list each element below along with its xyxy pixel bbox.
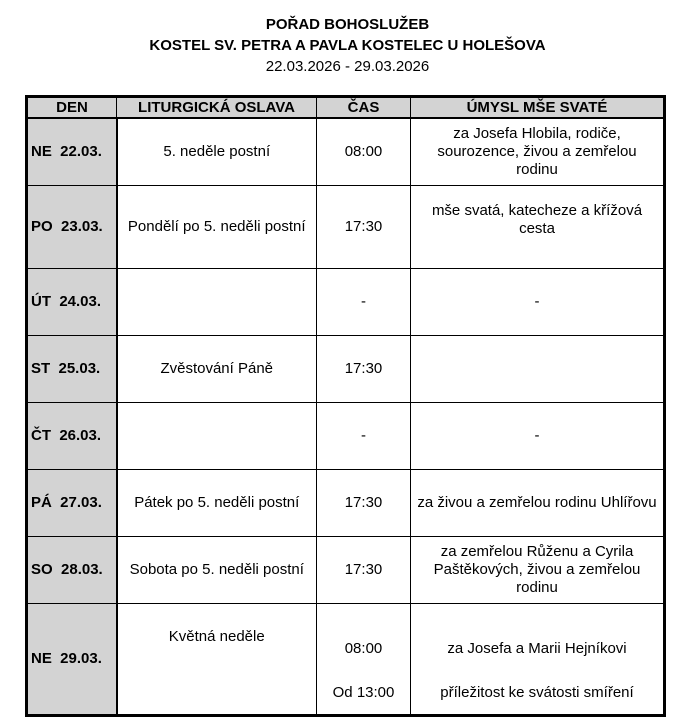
- time-cell: 17:30: [316, 469, 411, 537]
- day-cell: PO 23.03.: [26, 185, 118, 269]
- time-cell: -: [316, 402, 411, 470]
- intention-cell: za zemřelou Růženu a Cyrila Paštěkových,…: [410, 536, 665, 604]
- col-intention: ÚMYSL MŠE SVATÉ: [410, 96, 665, 119]
- day-cell: PÁ 27.03.: [26, 469, 118, 537]
- time-cell: 17:30: [316, 536, 411, 604]
- celebration-cell: Sobota po 5. neděli postní: [116, 536, 317, 604]
- intention-cell: za živou a zemřelou rodinu Uhlířovu: [410, 469, 665, 537]
- church-name: KOSTEL SV. PETRA A PAVLA KOSTELEC U HOLE…: [149, 37, 546, 54]
- col-celebration: LITURGICKÁ OSLAVA: [116, 96, 317, 119]
- table-row: ČT 26.03. - -: [26, 402, 665, 470]
- table-row: NE 29.03. Květná neděle 08:00 Od 13:00 za…: [26, 603, 665, 716]
- day-cell: NE 22.03.: [26, 117, 118, 186]
- celebration-cell: [116, 402, 317, 470]
- day-cell: ČT 26.03.: [26, 402, 118, 470]
- time-2: Od 13:00: [332, 684, 395, 701]
- table-row: NE 22.03. 5. neděle postní 08:00 za Josefa …: [26, 117, 665, 186]
- intention-cell: za Josefa a Marii Hejníkovi příležitost k…: [410, 603, 665, 716]
- day-cell: ÚT 24.03.: [26, 268, 118, 336]
- time-cell: -: [316, 268, 411, 336]
- intention-cell: mše svatá, katecheze a křížová cesta: [410, 185, 665, 269]
- time-cell: 17:30: [316, 335, 411, 403]
- time-cell: 08:00 Od 13:00: [316, 603, 411, 716]
- table-row: ÚT 24.03. - -: [26, 268, 665, 336]
- table-row: PÁ 27.03. Pátek po 5. neděli postní 17:30 z…: [26, 469, 665, 537]
- intention-cell: [410, 335, 665, 403]
- intention-1: za Josefa a Marii Hejníkovi: [447, 640, 627, 657]
- day-cell: ST 25.03.: [26, 335, 118, 403]
- celebration-cell: [116, 268, 317, 336]
- celebration-cell: Pondělí po 5. neděli postní: [116, 185, 317, 269]
- date-range: 22.03.2026 - 29.03.2026: [265, 58, 430, 75]
- intention-2: příležitost ke svátosti smíření: [440, 684, 634, 701]
- table-row: SO 28.03. Sobota po 5. neděli postní 17:30…: [26, 536, 665, 604]
- intention-cell: -: [410, 402, 665, 470]
- table-row: PO 23.03. Pondělí po 5. neděli postní 17:3…: [26, 185, 665, 269]
- day-cell: NE 29.03.: [26, 603, 118, 716]
- celebration-cell: Květná neděle: [116, 603, 317, 716]
- time-cell: 17:30: [316, 185, 411, 269]
- celebration-cell: Pátek po 5. neděli postní: [116, 469, 317, 537]
- intention-cell: -: [410, 268, 665, 336]
- time-1: 08:00: [344, 640, 383, 657]
- celebration-cell: Zvěstování Páně: [116, 335, 317, 403]
- page-title: POŘAD BOHOSLUŽEB: [265, 16, 430, 33]
- table-row: ST 25.03. Zvěstování Páně 17:30: [26, 335, 665, 403]
- celebration-cell: 5. neděle postní: [116, 117, 317, 186]
- day-cell: SO 28.03.: [26, 536, 118, 604]
- time-cell: 08:00: [316, 117, 411, 186]
- schedule-table: DEN LITURGICKÁ OSLAVA ČAS ÚMYSL MŠE SVAT…: [25, 95, 666, 717]
- col-day: DEN: [26, 96, 117, 119]
- col-time: ČAS: [316, 96, 411, 119]
- intention-cell: za Josefa Hlobila, rodiče, sourozence, ž…: [410, 117, 665, 186]
